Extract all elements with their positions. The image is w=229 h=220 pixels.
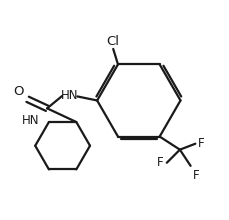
Text: F: F (157, 156, 163, 169)
Text: F: F (192, 169, 198, 182)
Text: Cl: Cl (106, 35, 119, 48)
Text: O: O (13, 85, 23, 98)
Text: HN: HN (22, 114, 40, 127)
Text: HN: HN (61, 89, 78, 102)
Text: F: F (197, 137, 204, 150)
